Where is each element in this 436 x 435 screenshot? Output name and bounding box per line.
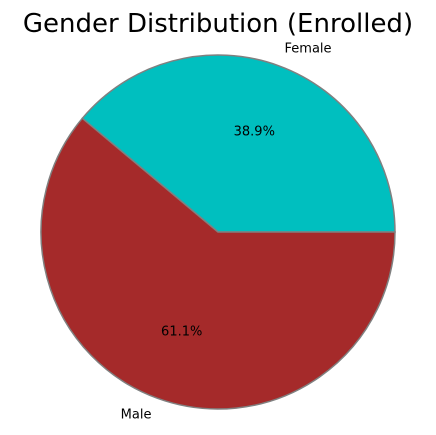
category-label-female: Female [285,42,332,57]
chart-title: Gender Distribution (Enrolled) [23,9,413,39]
pct-label-female: 38.9% [234,125,275,140]
pie-labels: 38.9% Female 61.1% Male [121,42,332,423]
pie-slice-female [81,54,396,233]
category-label-male: Male [121,407,152,422]
pie-slice-male [40,117,396,410]
pie-slices [40,54,396,410]
pct-label-male: 61.1% [161,324,202,339]
